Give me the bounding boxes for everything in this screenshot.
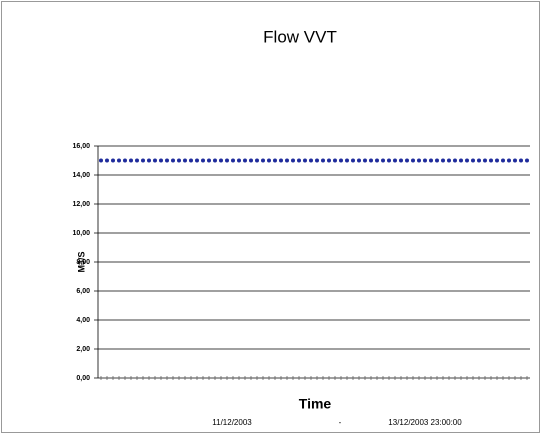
data-point [429, 158, 433, 163]
data-point [345, 158, 349, 163]
data-point [447, 158, 451, 163]
data-point [117, 158, 121, 163]
data-point [249, 158, 253, 163]
data-point [363, 158, 367, 163]
data-point [285, 158, 289, 163]
y-tick-label: 2,00 [76, 346, 90, 353]
data-point [273, 158, 277, 163]
data-point [153, 158, 157, 163]
data-point [201, 158, 205, 163]
data-point [255, 158, 259, 163]
data-point [519, 158, 523, 163]
data-point [339, 158, 343, 163]
data-point [525, 158, 529, 163]
y-tick-label: 0,00 [76, 375, 90, 382]
y-tick-label: 6,00 [76, 288, 90, 295]
data-point [141, 158, 145, 163]
data-point [261, 158, 265, 163]
data-point [177, 158, 181, 163]
annotation: 13/12/2003 23:00:00 [388, 418, 462, 427]
data-point [411, 158, 415, 163]
chart-title: Flow VVT [263, 27, 337, 46]
data-point [303, 158, 307, 163]
y-tick-label: 12,00 [72, 201, 90, 208]
data-point [99, 158, 103, 163]
y-tick-label: 8,00 [76, 259, 90, 266]
data-point [105, 158, 109, 163]
data-point [195, 158, 199, 163]
data-point [465, 158, 469, 163]
data-point [453, 158, 457, 163]
data-point [183, 158, 187, 163]
data-point [459, 158, 463, 163]
data-point [291, 158, 295, 163]
data-point [477, 158, 481, 163]
data-point [315, 158, 319, 163]
data-point [237, 158, 241, 163]
data-point [333, 158, 337, 163]
data-point [123, 158, 127, 163]
data-point [321, 158, 325, 163]
data-point [441, 158, 445, 163]
data-point [357, 158, 361, 163]
data-point [309, 158, 313, 163]
data-point [393, 158, 397, 163]
data-point [513, 158, 517, 163]
data-point [279, 158, 283, 163]
data-point [381, 158, 385, 163]
data-point [159, 158, 163, 163]
x-axis-label: Time [299, 396, 332, 412]
y-axis-label: M3/S [76, 251, 86, 272]
data-point [213, 158, 217, 163]
data-point [231, 158, 235, 163]
data-point [375, 158, 379, 163]
data-point [435, 158, 439, 163]
data-point [471, 158, 475, 163]
data-point [351, 158, 355, 163]
data-point [135, 158, 139, 163]
y-tick-label: 14,00 [72, 172, 90, 179]
data-point [327, 158, 331, 163]
data-point [387, 158, 391, 163]
data-point [111, 158, 115, 163]
data-point [495, 158, 499, 163]
data-point [483, 158, 487, 163]
data-point [489, 158, 493, 163]
annotation: 11/12/2003 [212, 418, 252, 427]
y-tick-label: 10,00 [72, 230, 90, 237]
y-tick-label: 4,00 [76, 317, 90, 324]
data-point [405, 158, 409, 163]
data-point [207, 158, 211, 163]
data-point [369, 158, 373, 163]
data-point [129, 158, 133, 163]
data-point [399, 158, 403, 163]
data-point [501, 158, 505, 163]
data-point [189, 158, 193, 163]
data-point [219, 158, 223, 163]
data-point [171, 158, 175, 163]
data-point [417, 158, 421, 163]
data-point [147, 158, 151, 163]
data-point [225, 158, 229, 163]
data-point [423, 158, 427, 163]
data-point [507, 158, 511, 163]
data-point [165, 158, 169, 163]
y-tick-label: 16,00 [72, 143, 90, 150]
data-point [297, 158, 301, 163]
annotation: - [339, 418, 342, 427]
data-point [243, 158, 247, 163]
data-point [267, 158, 271, 163]
